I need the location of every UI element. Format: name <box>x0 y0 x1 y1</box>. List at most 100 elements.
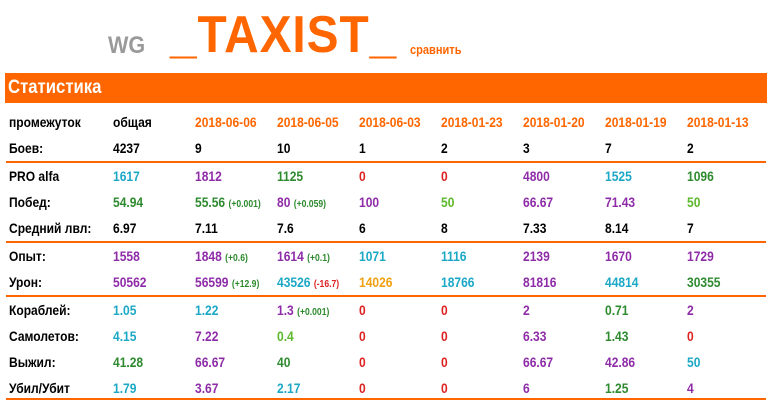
table-cell: 3 <box>520 135 602 162</box>
cell-content: 54.94 <box>113 194 143 210</box>
cell-content: 8.14 <box>605 220 628 236</box>
column-header[interactable]: 2018-06-05 <box>274 109 356 135</box>
table-cell: 9 <box>192 135 274 162</box>
cell-content: 4800 <box>523 168 550 184</box>
cell-content: 50 <box>441 194 454 210</box>
cell-content: 0 <box>441 380 448 396</box>
table-cell: 0.71 <box>602 295 684 323</box>
cell-value: 2.17 <box>277 380 301 396</box>
table-cell: 50562 <box>110 269 192 296</box>
cell-value: 40 <box>277 354 291 370</box>
cell-content: 1729 <box>687 248 714 264</box>
row-label: Кораблей: <box>6 295 110 323</box>
table-cell: 1.05 <box>110 295 192 323</box>
table-cell: 100 <box>356 189 438 215</box>
cell-content: 66.67 <box>523 194 553 210</box>
column-header[interactable]: 2018-01-13 <box>684 109 766 135</box>
row-label: Средний лвл: <box>6 215 110 242</box>
cell-value: 2 <box>441 140 448 156</box>
table-cell: 4.15 <box>110 323 192 349</box>
cell-content: 4.15 <box>113 328 136 344</box>
cell-content: 1 <box>359 140 366 156</box>
table-cell: 1.22 <box>192 295 274 323</box>
table-cell: 6 <box>356 215 438 242</box>
cell-value: 6 <box>359 220 366 236</box>
column-header-label: общая <box>113 114 152 130</box>
cell-value: 7 <box>687 220 694 236</box>
table-cell: 7.22 <box>192 323 274 349</box>
column-header-label: промежуток <box>9 114 81 130</box>
cell-value: 1 <box>359 140 366 156</box>
table-cell: 43526 (-16.7) <box>274 269 356 296</box>
cell-content: 2 <box>687 140 694 156</box>
row-label: Побед: <box>6 189 110 215</box>
cell-content: 55.56 (+0.001) <box>195 194 261 210</box>
table-cell: 1071 <box>356 241 438 269</box>
compare-link[interactable]: сравнить <box>410 42 462 57</box>
table-cell: 7 <box>684 215 766 242</box>
cell-value: 0 <box>359 328 366 344</box>
cell-content: 4 <box>687 380 694 396</box>
cell-value: 10 <box>277 140 291 156</box>
cell-content: 8 <box>441 220 448 236</box>
cell-value: 0 <box>441 354 448 370</box>
table-cell: 80 (+0.059) <box>274 189 356 215</box>
row-label: Убил/Убит <box>6 375 110 401</box>
column-header[interactable]: 2018-06-06 <box>192 109 274 135</box>
cell-delta: (+0.059) <box>293 199 327 210</box>
table-cell: 1670 <box>602 241 684 269</box>
cell-value: 1670 <box>605 248 632 264</box>
table-cell: 2139 <box>520 241 602 269</box>
row-label-text: Выжил: <box>9 354 56 370</box>
cell-value: 6.33 <box>523 328 547 344</box>
cell-value: 1848 <box>195 248 222 264</box>
column-header[interactable]: 2018-01-23 <box>438 109 520 135</box>
table-cell: 0 <box>438 295 520 323</box>
cell-content: 100 <box>359 194 379 210</box>
column-header: общая <box>110 109 192 135</box>
cell-content: 2139 <box>523 248 550 264</box>
column-header[interactable]: 2018-01-20 <box>520 109 602 135</box>
row-label-text: Опыт: <box>9 248 46 264</box>
cell-value: 50 <box>687 194 701 210</box>
cell-content: 4237 <box>113 140 140 156</box>
table-row: Кораблей: 1.05 1.22 1.3 (+0.001) 0 0 2 0.71 2 <box>6 295 766 323</box>
cell-content: 66.67 <box>523 354 553 370</box>
column-header[interactable]: 2018-01-19 <box>602 109 684 135</box>
table-cell: 0 <box>356 295 438 323</box>
cell-content: 41.28 <box>113 354 143 370</box>
table-cell: 4 <box>684 375 766 401</box>
table-cell: 66.67 <box>520 189 602 215</box>
cell-content: 1116 <box>441 248 466 264</box>
cell-content: 1096 <box>687 168 714 184</box>
cell-content: 40 <box>277 354 290 370</box>
cell-content: 0 <box>441 302 448 318</box>
table-header-row: промежуток общая 2018-06-06 2018-06-05 2018-… <box>6 109 766 135</box>
cell-content: 6 <box>359 220 366 236</box>
cell-content: 0.4 <box>277 328 294 344</box>
cell-value: 4800 <box>523 168 550 184</box>
table-cell: 6.97 <box>110 215 192 242</box>
cell-delta: (+0.6) <box>225 253 248 264</box>
cell-content: 50 <box>687 354 700 370</box>
cell-content: 3.67 <box>195 380 218 396</box>
cell-value: 14026 <box>359 274 393 290</box>
column-header[interactable]: 2018-06-03 <box>356 109 438 135</box>
brand-label: WG <box>108 32 146 59</box>
cell-content: 2.17 <box>277 380 300 396</box>
cell-value: 0 <box>441 168 448 184</box>
cell-value: 8 <box>441 220 448 236</box>
table-cell: 40 <box>274 349 356 375</box>
table-cell: 2.17 <box>274 375 356 401</box>
column-header-label: 2018-01-23 <box>441 114 503 130</box>
cell-content: 80 (+0.059) <box>277 194 326 210</box>
cell-value: 100 <box>359 194 380 210</box>
table-cell: 1617 <box>110 161 192 189</box>
cell-content: 1.43 <box>605 328 628 344</box>
table-cell: 0 <box>438 323 520 349</box>
table-cell: 2 <box>438 135 520 162</box>
cell-value: 66.67 <box>523 354 554 370</box>
table-cell: 56599 (+12.9) <box>192 269 274 296</box>
table-cell: 44814 <box>602 269 684 296</box>
cell-value: 0 <box>441 380 448 396</box>
